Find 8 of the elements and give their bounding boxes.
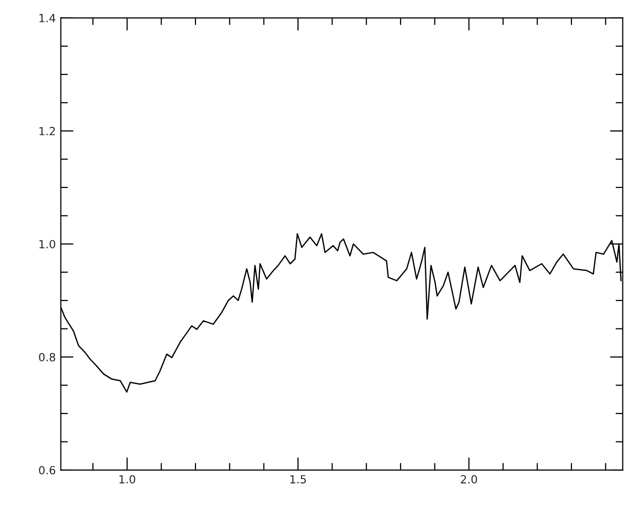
y-tick-label: 0.6 [39, 466, 56, 474]
x-tick-label: 2.0 [460, 475, 478, 484]
y-tick-label: 1.4 [39, 14, 56, 22]
x-tick-label: 1.5 [290, 475, 306, 484]
y-tick-label: 0.8 [39, 352, 56, 362]
y-tick-label: 1.2 [39, 126, 55, 136]
y-tick-label: 1.0 [39, 240, 56, 248]
x-tick-label: 1.0 [119, 475, 136, 484]
